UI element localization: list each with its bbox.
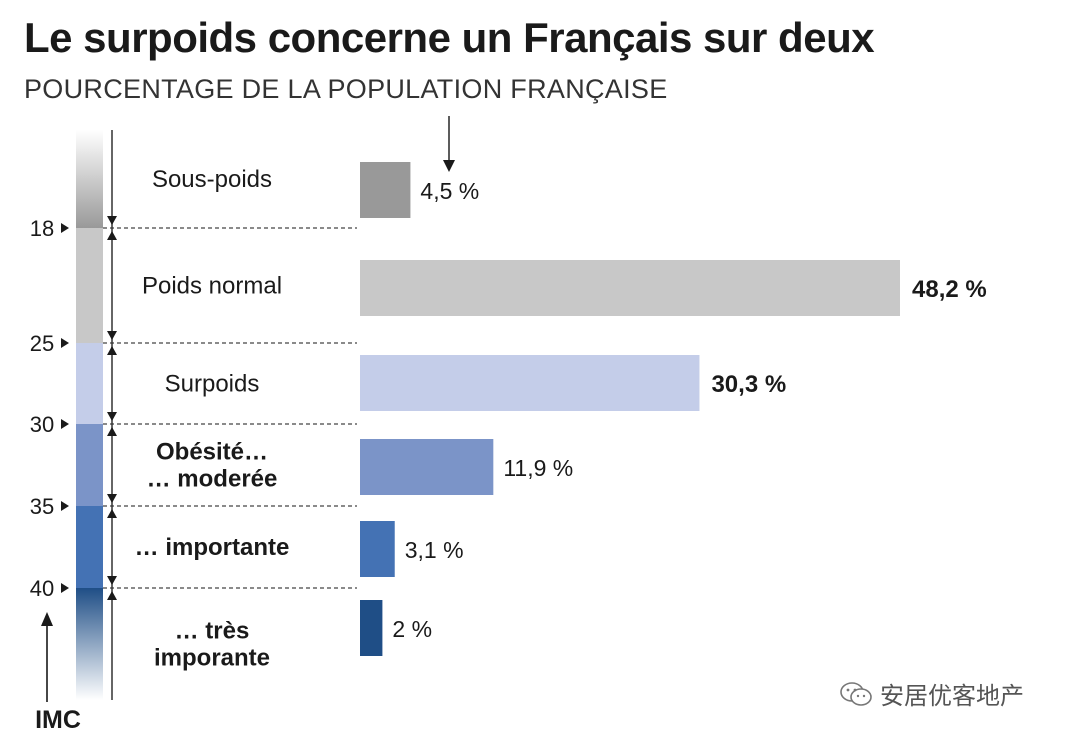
imc-segment [76,506,103,588]
imc-threshold-marker [61,583,69,593]
range-arrow-down [107,494,117,503]
imc-threshold-label: 25 [30,331,54,356]
imc-column [76,130,103,700]
bar [360,355,700,411]
category-label: Obésité… [156,439,268,466]
category-label: … importante [135,534,290,561]
chart-subtitle: POURCENTAGE DE LA POPULATION FRANÇAISE [24,74,668,104]
value-label: 48,2 % [912,276,987,303]
imc-threshold-marker [61,419,69,429]
imc-threshold-marker [61,338,69,348]
range-arrow-up [107,591,117,600]
range-arrow-up [107,427,117,436]
range-arrow-up [107,509,117,518]
imc-segment [76,130,103,228]
imc-arrow-head [41,612,53,626]
watermark: 安居优客地产 [838,676,1024,711]
imc-threshold-label: 30 [30,412,54,437]
bar [360,439,494,495]
value-labels: 4,5 % 48,2 % 30,3 % 11,9 % 3,1 % 2 % [392,178,986,642]
imc-axis-label: IMC [35,706,81,734]
category-label: Poids normal [142,273,282,300]
watermark-text: 安居优客地产 [880,683,1024,710]
bar [360,600,383,656]
imc-segment [76,424,103,506]
range-arrow-down [107,216,117,225]
decor [41,116,455,702]
bar [360,521,395,577]
imc-threshold-marker [61,501,69,511]
imc-threshold-label: 18 [30,216,54,241]
category-label: Sous-poids [152,166,272,193]
bar [360,260,900,316]
wechat-icon [840,681,872,706]
imc-threshold-marker [61,223,69,233]
imc-threshold-label: 40 [30,576,54,601]
imc-segment [76,228,103,343]
value-label: 2 % [392,616,432,642]
imc-ticks: 18 25 30 35 40 [30,216,69,601]
value-label: 3,1 % [405,537,464,563]
range-arrow-up [107,346,117,355]
category-label: imporante [154,645,270,672]
range-arrow-down [107,331,117,340]
pointer-arrow-head [443,160,455,172]
bar [360,162,411,218]
value-label: 30,3 % [711,371,786,398]
category-separators [103,227,357,589]
range-arrows [107,130,117,700]
chart-title: Le surpoids concerne un Français sur deu… [24,14,875,61]
value-label: 4,5 % [420,178,479,204]
imc-threshold-label: 35 [30,494,54,519]
category-label: … moderée [147,466,278,493]
imc-segment [76,588,103,700]
bars [360,162,900,656]
value-label: 11,9 % [503,455,573,481]
category-label: Surpoids [165,371,260,398]
range-arrow-down [107,412,117,421]
range-arrow-down [107,576,117,585]
imc-segment [76,343,103,424]
category-label: … très [175,618,250,645]
range-arrow-up [107,231,117,240]
